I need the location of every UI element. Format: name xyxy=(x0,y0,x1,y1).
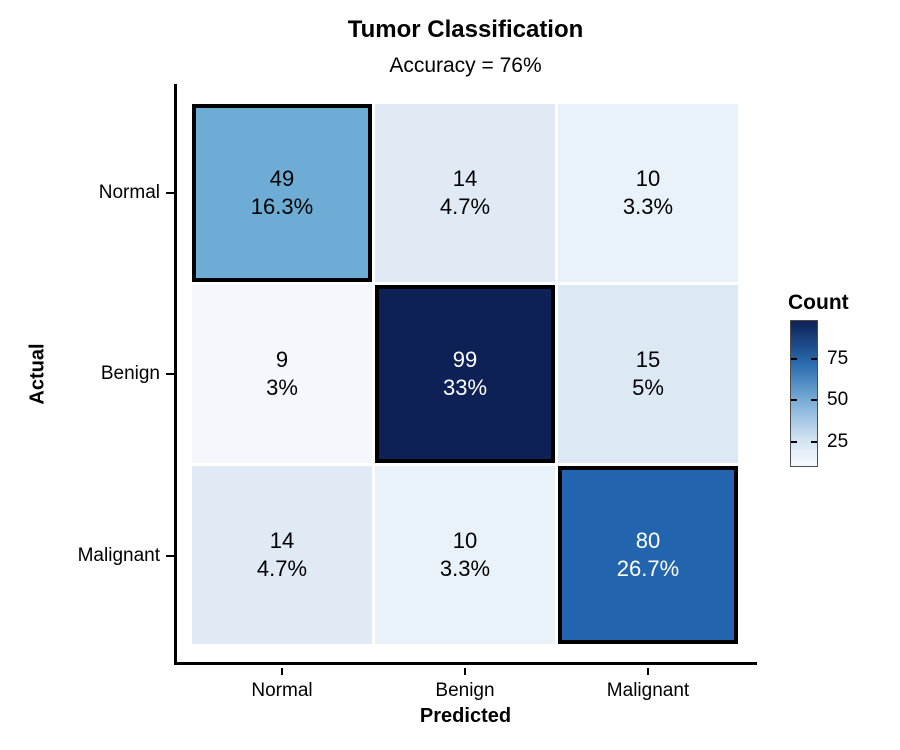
cell-percent: 4.7% xyxy=(256,556,308,581)
x-axis-tick xyxy=(647,668,649,675)
matrix-cell-normal-benign: 14 4.7% xyxy=(375,104,555,282)
cell-percent: 4.7% xyxy=(439,194,491,219)
cell-count: 80 xyxy=(635,528,661,553)
legend-tick xyxy=(791,399,797,401)
cell-percent: 26.7% xyxy=(616,556,680,581)
y-axis-label-normal: Normal xyxy=(98,182,160,203)
cell-percent: 3% xyxy=(266,375,298,400)
matrix-cell-normal-normal: 49 16.3% xyxy=(192,104,372,282)
cell-percent: 33% xyxy=(442,375,488,400)
y-axis-title: Actual xyxy=(26,343,49,405)
legend-colorbar xyxy=(790,320,818,467)
matrix-cell-malignant-malignant: 80 26.7% xyxy=(558,466,738,644)
y-axis-tick xyxy=(166,192,174,194)
matrix-cell-malignant-normal: 14 4.7% xyxy=(192,466,372,644)
y-axis-tick xyxy=(166,555,174,557)
x-axis-title: Predicted xyxy=(419,705,512,727)
matrix-cell-normal-malignant: 10 3.3% xyxy=(558,104,738,282)
matrix-cell-benign-normal: 9 3% xyxy=(192,285,372,463)
legend-label-50: 50 xyxy=(827,389,849,410)
cell-count: 15 xyxy=(635,347,661,372)
y-axis-tick xyxy=(166,373,174,375)
y-axis-label-benign: Benign xyxy=(100,363,160,384)
matrix-grid: 49 16.3% 14 4.7% 10 3.3% 9 3% 99 33% 15 … xyxy=(192,104,738,644)
legend-tick xyxy=(791,358,797,360)
legend-tick xyxy=(811,441,817,443)
chart-title: Tumor Classification xyxy=(347,16,584,43)
cell-percent: 5% xyxy=(632,375,664,400)
cell-percent: 3.3% xyxy=(622,194,674,219)
cell-count: 14 xyxy=(452,166,478,191)
legend-tick xyxy=(791,441,797,443)
plot-panel xyxy=(174,84,757,665)
legend-title: Count xyxy=(788,291,849,314)
legend-tick xyxy=(811,399,817,401)
matrix-cell-benign-benign: 99 33% xyxy=(375,285,555,463)
cell-percent: 3.3% xyxy=(439,556,491,581)
x-axis-label-benign: Benign xyxy=(435,680,495,701)
cell-count: 10 xyxy=(635,166,661,191)
cell-count: 10 xyxy=(452,528,478,553)
x-axis-tick xyxy=(464,668,466,675)
x-axis-label-malignant: Malignant xyxy=(606,680,690,701)
x-axis-tick xyxy=(281,668,283,675)
cell-count: 14 xyxy=(269,528,295,553)
legend-label-75: 75 xyxy=(827,348,849,369)
x-axis-label-normal: Normal xyxy=(251,680,313,701)
legend-label-25: 25 xyxy=(827,431,849,452)
matrix-cell-malignant-benign: 10 3.3% xyxy=(375,466,555,644)
matrix-cell-benign-malignant: 15 5% xyxy=(558,285,738,463)
cell-count: 49 xyxy=(269,166,295,191)
y-axis-label-malignant: Malignant xyxy=(77,545,160,566)
cell-count: 99 xyxy=(452,347,478,372)
cell-count: 9 xyxy=(275,347,289,372)
cell-percent: 16.3% xyxy=(250,194,314,219)
chart-subtitle: Accuracy = 76% xyxy=(389,54,542,77)
legend-tick xyxy=(811,358,817,360)
